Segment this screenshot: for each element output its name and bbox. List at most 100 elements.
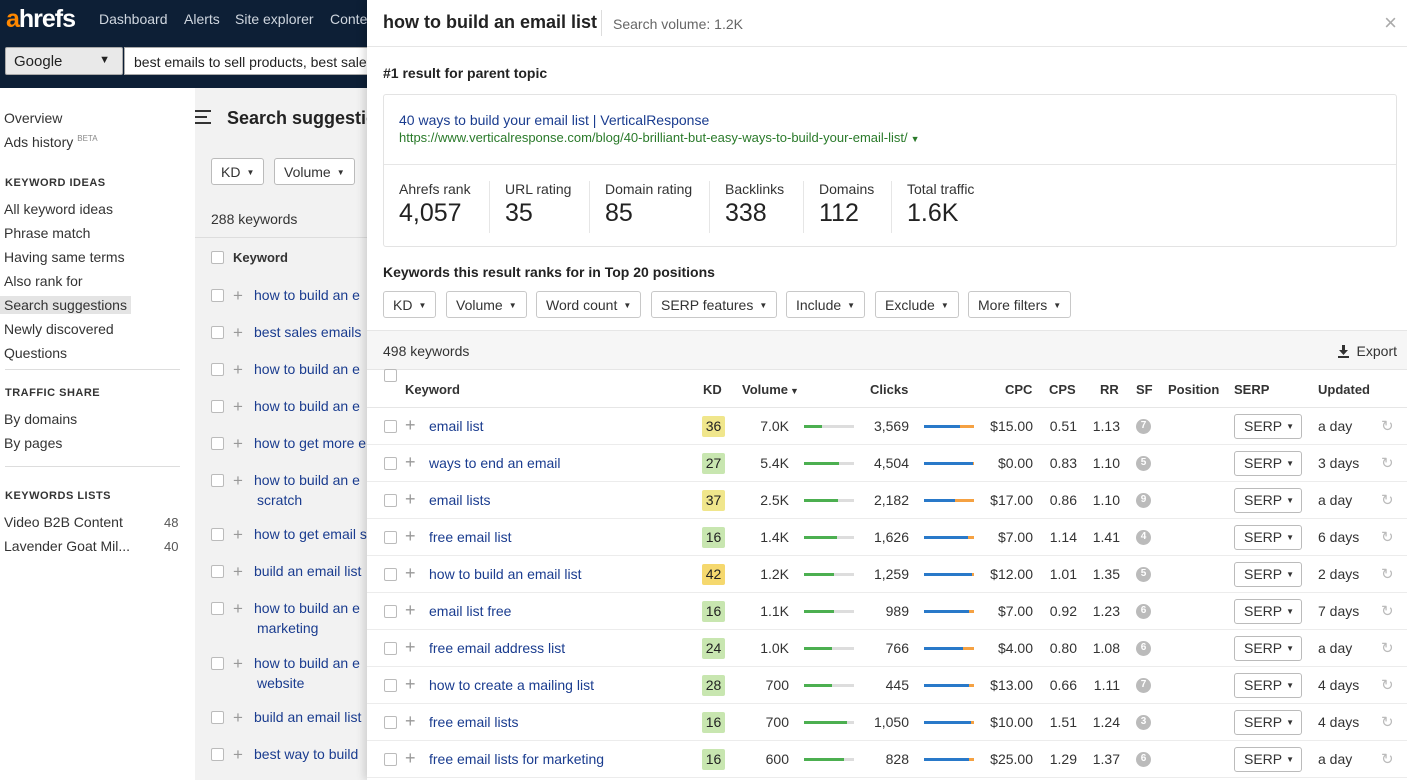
serp-features-badge[interactable]: 7 — [1136, 678, 1151, 693]
row-checkbox[interactable] — [211, 474, 224, 487]
refresh-icon[interactable]: ↻ — [1381, 566, 1394, 583]
sidebar-item-all-keyword-ideas[interactable]: All keyword ideas — [4, 201, 113, 217]
plus-icon[interactable]: + — [233, 654, 243, 673]
row-checkbox[interactable] — [384, 642, 397, 655]
sidebar-item-ads-history[interactable]: Ads history BETA — [4, 134, 98, 150]
row-checkbox[interactable] — [211, 711, 224, 724]
result-title-link[interactable]: 40 ways to build your email list | Verti… — [399, 112, 710, 128]
keyword-link[interactable]: best sales emails — [254, 324, 362, 340]
keyword-link[interactable]: email lists — [429, 492, 491, 508]
sidebar-item-phrase-match[interactable]: Phrase match — [4, 225, 91, 241]
col-sf[interactable]: SF — [1136, 382, 1153, 397]
row-checkbox[interactable] — [211, 528, 224, 541]
nav-dashboard[interactable]: Dashboard — [99, 11, 168, 27]
keyword-link[interactable]: ways to end an email — [429, 455, 561, 471]
menu-icon[interactable] — [195, 110, 211, 124]
col-volume[interactable]: Volume ▼ — [742, 382, 799, 397]
close-icon[interactable]: × — [1384, 10, 1397, 35]
search-engine-select[interactable]: Google ▼ — [5, 47, 123, 75]
keyword-link[interactable]: best way to build — [254, 746, 359, 762]
ahrefs-logo[interactable]: ahrefs — [6, 5, 76, 33]
serp-dropdown-button[interactable]: SERP ▼ — [1234, 488, 1302, 513]
keyword-link[interactable]: build an email list — [254, 563, 362, 579]
serp-dropdown-button[interactable]: SERP ▼ — [1234, 710, 1302, 735]
serp-dropdown-button[interactable]: SERP ▼ — [1234, 747, 1302, 772]
keyword-link[interactable]: free email lists — [429, 714, 519, 730]
refresh-icon[interactable]: ↻ — [1381, 714, 1394, 731]
plus-icon[interactable]: + — [233, 599, 243, 618]
refresh-icon[interactable]: ↻ — [1381, 492, 1394, 509]
keyword-link-continued[interactable]: scratch — [257, 492, 303, 508]
nav-content[interactable]: Conte — [330, 11, 368, 27]
keyword-link[interactable]: how to build an e — [254, 398, 360, 414]
refresh-icon[interactable]: ↻ — [1381, 455, 1394, 472]
keyword-link[interactable]: free email list — [429, 529, 512, 545]
row-checkbox[interactable] — [384, 531, 397, 544]
nav-alerts[interactable]: Alerts — [184, 11, 220, 27]
filter-include-button[interactable]: Include ▼ — [786, 291, 866, 318]
filter-exclude-button[interactable]: Exclude ▼ — [875, 291, 959, 318]
col-cpc[interactable]: CPC — [1005, 382, 1033, 397]
row-checkbox[interactable] — [211, 437, 224, 450]
plus-icon[interactable]: + — [233, 397, 243, 416]
row-checkbox[interactable] — [211, 289, 224, 302]
refresh-icon[interactable]: ↻ — [1381, 418, 1394, 435]
plus-icon[interactable]: + — [233, 745, 243, 764]
sidebar-item-by-domains[interactable]: By domains — [4, 411, 78, 427]
serp-features-badge[interactable]: 6 — [1136, 641, 1151, 656]
sidebar-item-having-same-terms[interactable]: Having same terms — [4, 249, 125, 265]
serp-features-badge[interactable]: 4 — [1136, 530, 1151, 545]
keyword-link[interactable]: email list — [429, 418, 484, 434]
serp-features-badge[interactable]: 6 — [1136, 604, 1151, 619]
serp-features-badge[interactable]: 7 — [1136, 419, 1151, 434]
plus-icon[interactable]: + — [233, 562, 243, 581]
plus-icon[interactable]: + — [405, 489, 416, 509]
col-kd[interactable]: KD — [703, 382, 722, 397]
kd-filter-button[interactable]: KD ▼ — [211, 158, 265, 185]
serp-dropdown-button[interactable]: SERP ▼ — [1234, 636, 1302, 661]
sidebar-list-item[interactable]: Lavender Goat Mil... — [4, 538, 131, 554]
filter-kd-button[interactable]: KD ▼ — [383, 291, 437, 318]
plus-icon[interactable]: + — [233, 323, 243, 342]
row-checkbox[interactable] — [384, 679, 397, 692]
keyword-link[interactable]: how to build an e — [254, 600, 360, 616]
serp-dropdown-button[interactable]: SERP ▼ — [1234, 673, 1302, 698]
refresh-icon[interactable]: ↻ — [1381, 640, 1394, 657]
serp-dropdown-button[interactable]: SERP ▼ — [1234, 562, 1302, 587]
sidebar-item-search-suggestions[interactable]: Search suggestions — [0, 296, 131, 314]
keyword-link[interactable]: how to build an e — [254, 472, 360, 488]
refresh-icon[interactable]: ↻ — [1381, 529, 1394, 546]
serp-features-badge[interactable]: 9 — [1136, 493, 1151, 508]
col-rr[interactable]: RR — [1100, 382, 1119, 397]
keyword-link[interactable]: email list free — [429, 603, 512, 619]
keyword-link-continued[interactable]: website — [257, 675, 305, 691]
refresh-icon[interactable]: ↻ — [1381, 603, 1394, 620]
row-checkbox[interactable] — [384, 716, 397, 729]
serp-dropdown-button[interactable]: SERP ▼ — [1234, 414, 1302, 439]
row-checkbox[interactable] — [384, 457, 397, 470]
plus-icon[interactable]: + — [405, 415, 416, 435]
keyword-link[interactable]: how to build an e — [254, 655, 360, 671]
row-checkbox[interactable] — [211, 602, 224, 615]
sidebar-item-by-pages[interactable]: By pages — [4, 435, 63, 451]
keyword-link[interactable]: how to build an e — [254, 287, 360, 303]
plus-icon[interactable]: + — [405, 563, 416, 583]
filter-serp-features-button[interactable]: SERP features ▼ — [651, 291, 778, 318]
sidebar-item-overview[interactable]: Overview — [4, 110, 63, 126]
sidebar-item-questions[interactable]: Questions — [4, 345, 68, 361]
col-position[interactable]: Position — [1168, 382, 1220, 397]
row-checkbox[interactable] — [211, 748, 224, 761]
col-serp[interactable]: SERP — [1234, 382, 1270, 397]
row-checkbox[interactable] — [384, 420, 397, 433]
result-url-link[interactable]: https://www.verticalresponse.com/blog/40… — [399, 130, 920, 145]
plus-icon[interactable]: + — [405, 452, 416, 472]
volume-filter-button[interactable]: Volume ▼ — [274, 158, 355, 185]
plus-icon[interactable]: + — [233, 286, 243, 305]
serp-features-badge[interactable]: 5 — [1136, 456, 1151, 471]
keyword-link[interactable]: build an email list — [254, 709, 362, 725]
plus-icon[interactable]: + — [405, 748, 416, 768]
plus-icon[interactable]: + — [233, 360, 243, 379]
row-checkbox[interactable] — [384, 568, 397, 581]
keyword-link[interactable]: free email address list — [429, 640, 566, 656]
keyword-link[interactable]: how to get more e — [254, 435, 367, 451]
